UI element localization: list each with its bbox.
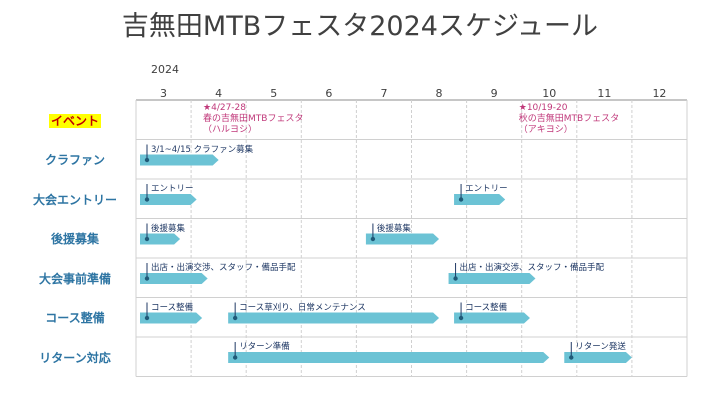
task-label: 後援募集 [151, 223, 186, 234]
task-bar [140, 312, 203, 324]
task-label: コース整備 [151, 302, 194, 313]
task-bar [448, 273, 536, 284]
task-label: リターン発送 [575, 342, 626, 352]
task-marker-dot [232, 355, 238, 360]
task-marker-dot [458, 315, 464, 321]
row-label: イベント [48, 113, 101, 128]
task-marker-dot [458, 197, 464, 202]
event-note: ★4/27-28 春の吉無田MTBフェスタ （ハルヨシ） [203, 103, 304, 135]
task-label: 出店・出演交渉、スタッフ・備品手配 [459, 263, 605, 273]
task-label: コース整備 [465, 302, 508, 313]
month-tick-label: 8 [436, 87, 443, 100]
task-label: 後援募集 [376, 223, 411, 234]
task-marker-dot [144, 315, 150, 321]
year-label: 2024 [151, 63, 179, 76]
month-tick-label: 10 [542, 87, 556, 100]
month-tick-label: 6 [325, 87, 332, 100]
event-note: ★10/19-20 秋の吉無田MTBフェスタ （アキヨシ） [518, 103, 620, 135]
page-title: 吉無田MTBフェスタ2024スケジュール [121, 11, 599, 42]
month-tick-label: 3 [160, 87, 167, 100]
month-tick-label: 12 [652, 87, 666, 100]
task-marker-dot [144, 197, 150, 202]
month-tick-label: 5 [270, 87, 277, 100]
row-label: 大会エントリー [32, 192, 117, 207]
task-marker-dot [232, 315, 238, 321]
task-label: リターン準備 [239, 342, 290, 352]
month-tick-label: 9 [491, 87, 498, 100]
task-marker-dot [370, 236, 376, 242]
task-bar [228, 352, 550, 363]
task-label: エントリー [465, 184, 508, 194]
task-marker-dot [453, 276, 458, 281]
row-label: リターン対応 [39, 350, 111, 365]
task-label: 3/1~4/15 クラファン募集 [151, 144, 254, 155]
task-bar [228, 312, 440, 324]
task-bar [365, 233, 440, 245]
task-marker-dot [569, 355, 574, 360]
task-marker-dot [144, 236, 150, 242]
task-bar [140, 273, 208, 284]
task-bar [454, 194, 506, 205]
row-label: 後援募集 [50, 232, 99, 247]
task-label: 出店・出演交渉、スタッフ・備品手配 [151, 263, 296, 273]
task-bar [140, 233, 181, 245]
row-label: コース整備 [45, 311, 105, 326]
task-label: コース草刈り、日常メンテナンス [239, 302, 366, 313]
task-bar [140, 194, 197, 205]
task-bar [454, 312, 530, 324]
task-marker-dot [144, 157, 150, 163]
month-tick-label: 11 [597, 87, 611, 100]
task-marker-dot [144, 276, 150, 281]
row-label: 大会事前準備 [38, 271, 111, 286]
month-tick-label: 7 [380, 87, 387, 100]
task-label: エントリー [151, 184, 194, 194]
task-bar [564, 352, 632, 363]
month-tick-label: 4 [215, 87, 222, 100]
row-label: クラファン [44, 153, 105, 168]
task-bar [140, 154, 219, 166]
